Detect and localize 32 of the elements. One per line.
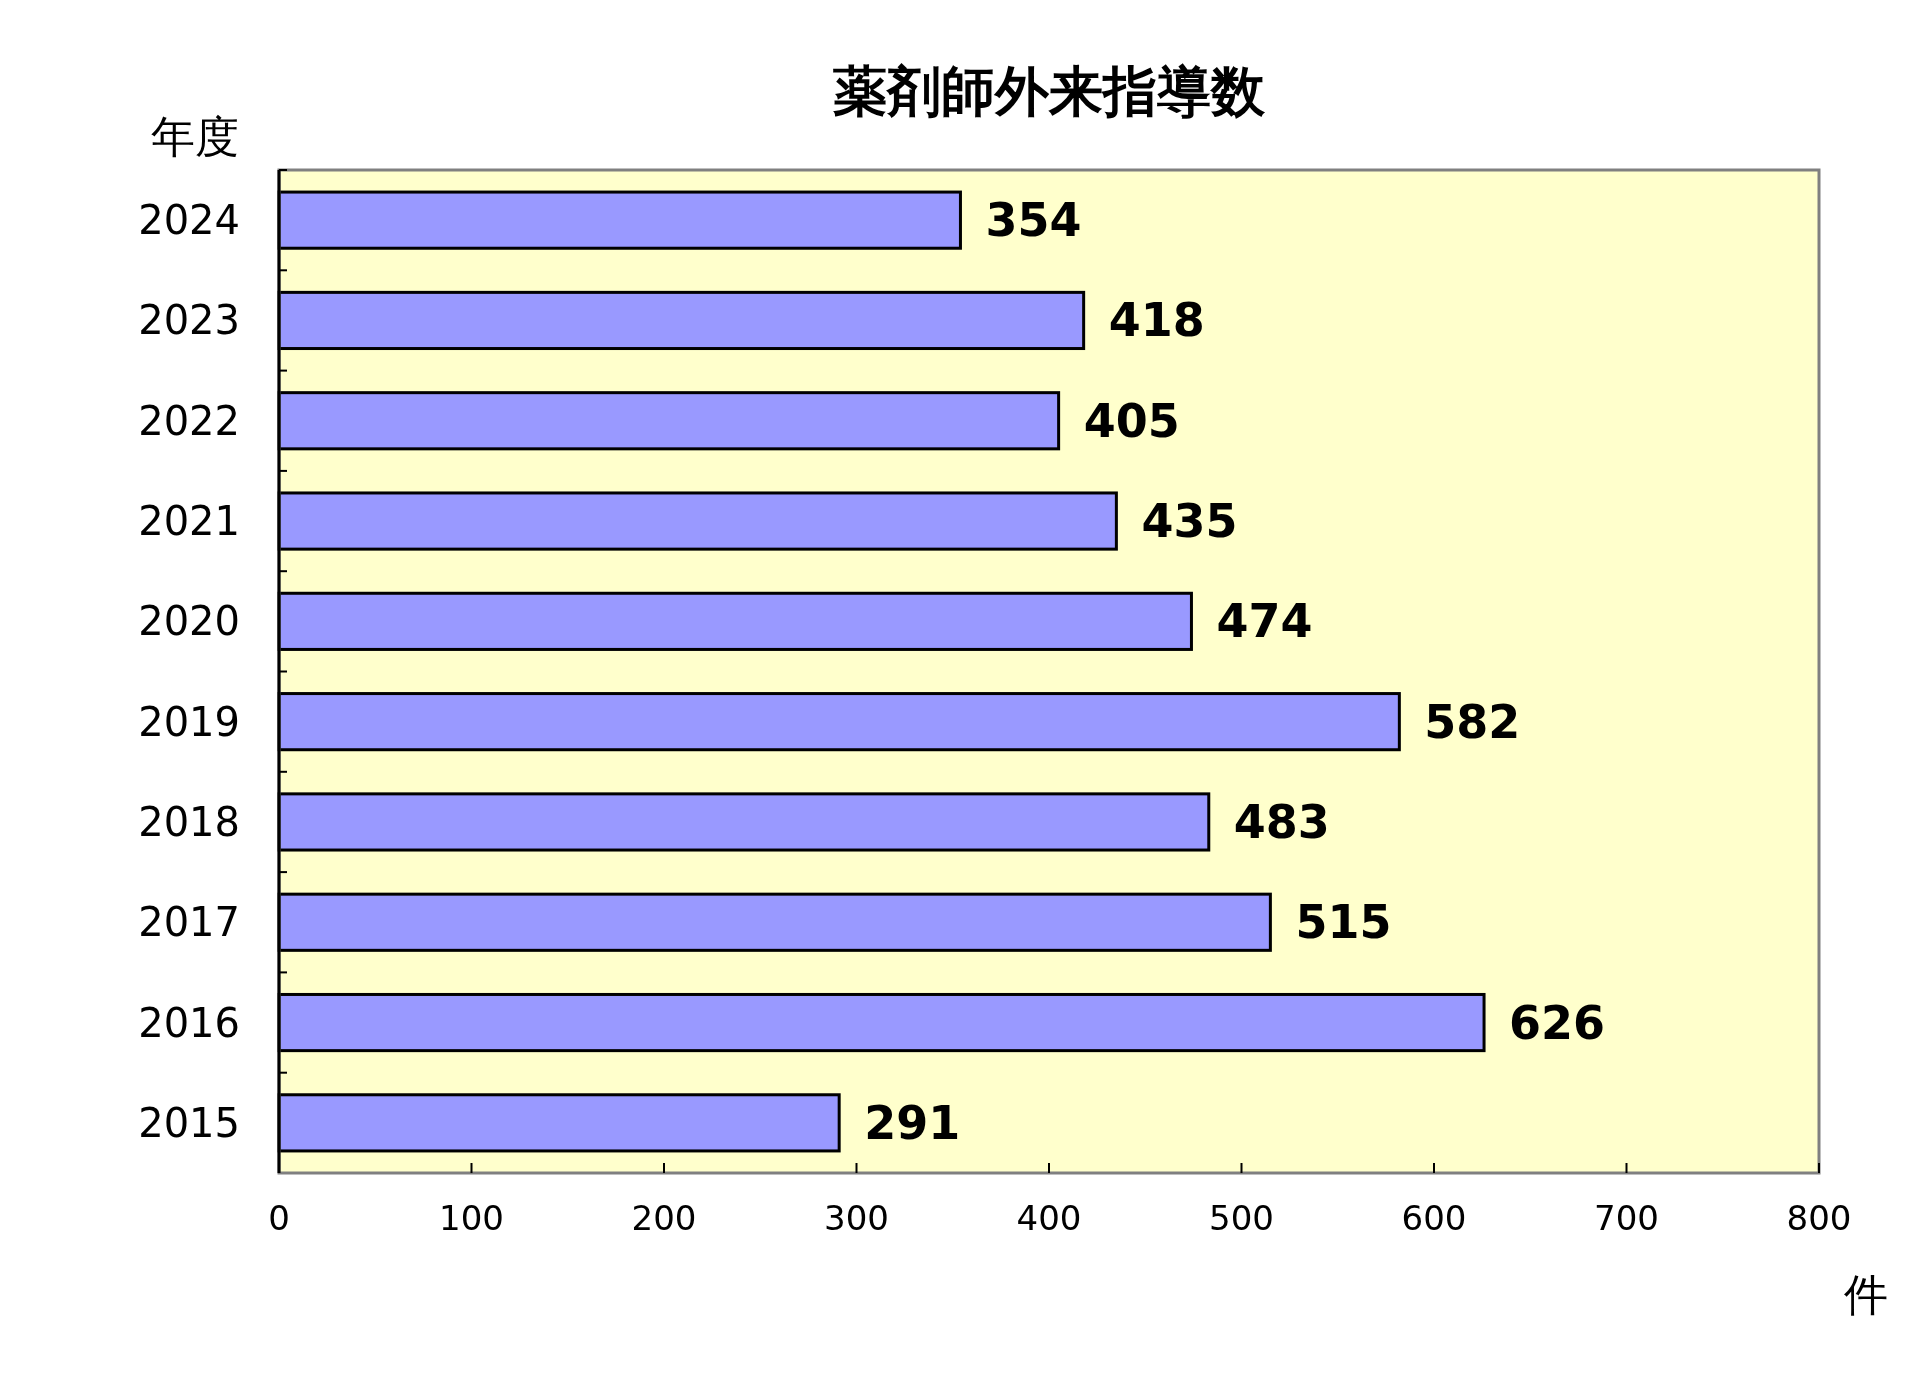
data-label: 354: [985, 193, 1082, 248]
x-axis-title: 件: [1844, 1269, 1888, 1320]
y-tick-label: 2024: [138, 197, 240, 244]
y-tick-label: 2018: [138, 798, 240, 845]
x-tick-label: 100: [439, 1198, 504, 1238]
data-label: 474: [1216, 594, 1313, 649]
data-label: 483: [1233, 794, 1330, 849]
data-label: 418: [1108, 293, 1205, 348]
x-tick-label: 800: [1786, 1198, 1852, 1238]
data-label: 405: [1083, 393, 1180, 448]
x-tick-label: 500: [1209, 1198, 1274, 1238]
data-label: 291: [864, 1095, 961, 1150]
x-tick-label: 600: [1401, 1198, 1467, 1238]
y-tick-label: 2022: [138, 397, 240, 444]
data-label: 515: [1295, 895, 1392, 950]
y-tick-label: 2017: [138, 899, 240, 946]
y-tick-label: 2016: [138, 999, 240, 1046]
y-tick-label: 2021: [138, 498, 240, 545]
chart-title: 薬剤師外来指導数: [833, 60, 1266, 123]
y-tick-label: 2019: [138, 698, 240, 745]
y-tick-label: 2020: [138, 598, 240, 645]
data-label: 582: [1424, 694, 1521, 749]
y-tick-label: 2023: [138, 297, 240, 344]
y-axis-title: 年度: [151, 111, 239, 162]
x-tick-label: 700: [1594, 1198, 1659, 1238]
data-label: 435: [1141, 494, 1238, 549]
x-tick-label: 300: [824, 1198, 889, 1238]
y-tick-label: 2015: [138, 1099, 240, 1146]
x-tick-label: 400: [1016, 1198, 1082, 1238]
x-tick-label: 200: [631, 1198, 697, 1238]
data-label: 626: [1509, 995, 1606, 1050]
x-tick-label: 0: [268, 1198, 290, 1238]
